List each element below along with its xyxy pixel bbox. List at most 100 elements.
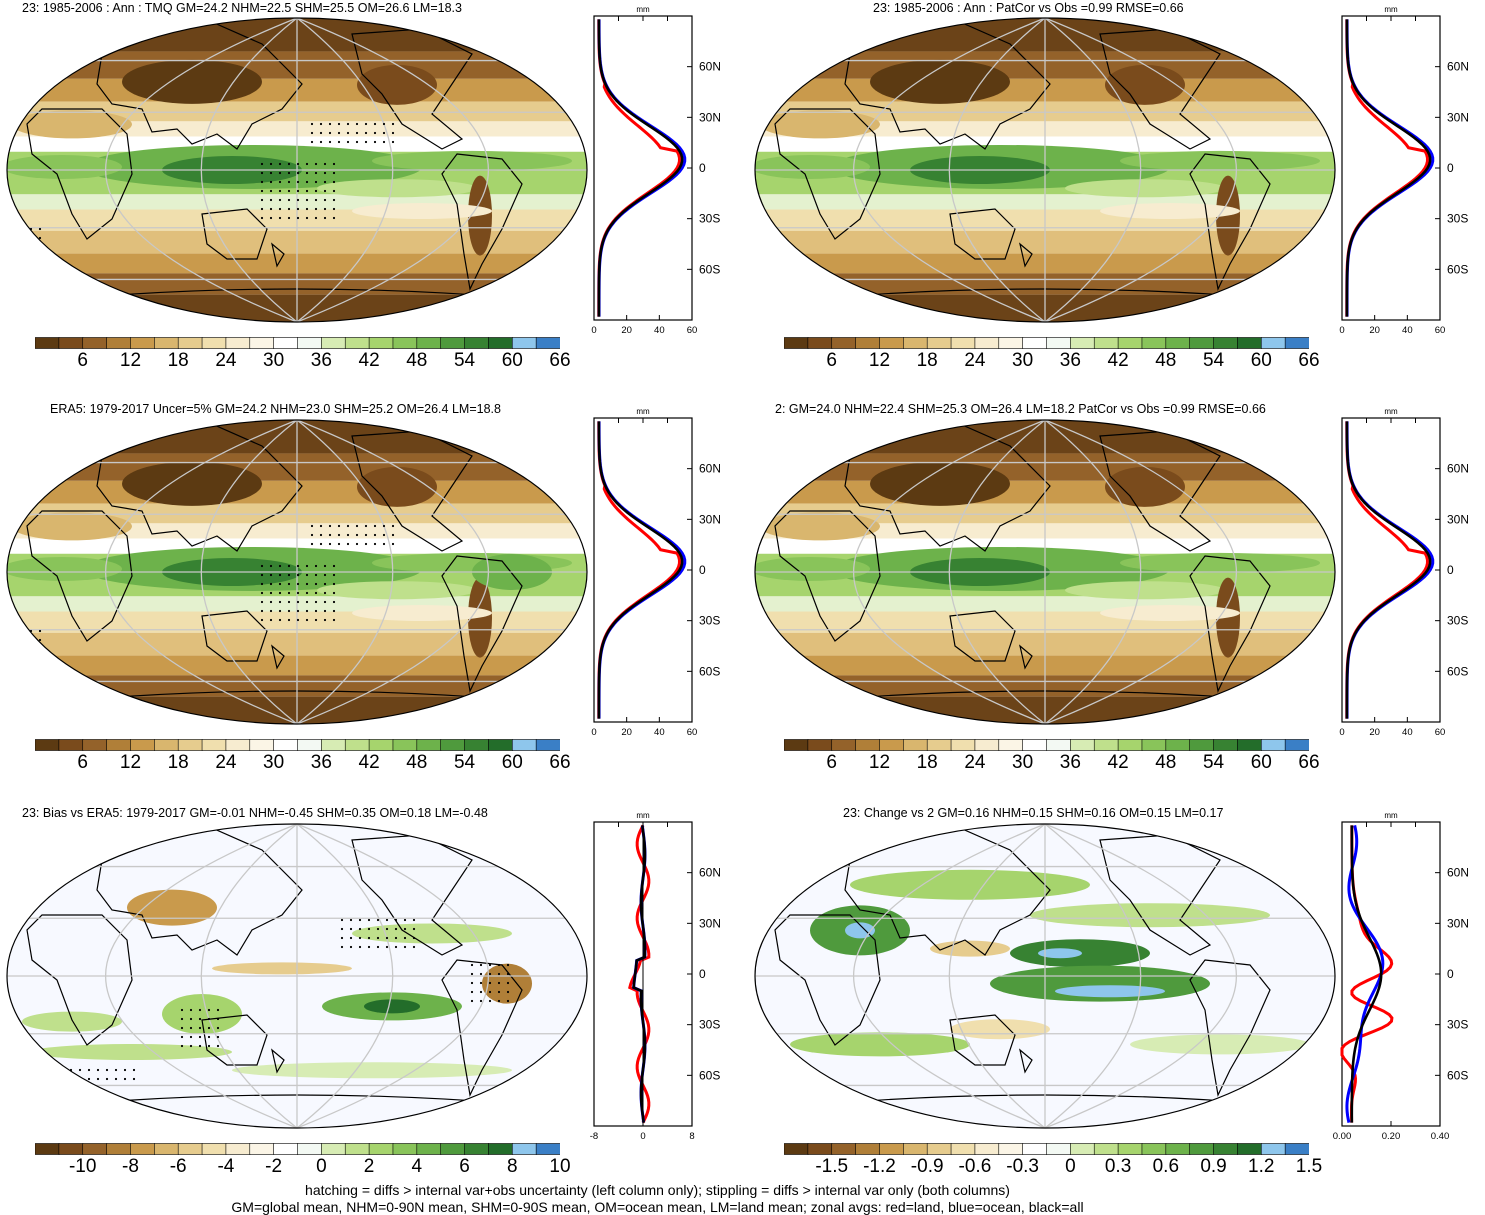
coastline <box>774 914 881 1046</box>
colorbar-tick-label: 1.2 <box>1248 1156 1275 1177</box>
profile-x-tick-label: 60 <box>1435 325 1446 336</box>
colorbar-swatch <box>154 739 179 751</box>
colorbar-swatch <box>1284 1143 1309 1155</box>
colorbar-swatch <box>1260 1143 1286 1155</box>
profile-x-tick-label: 60 <box>687 325 698 336</box>
colorbar-tick-label: 66 <box>1298 752 1320 773</box>
colorbar-swatch <box>1141 1143 1167 1155</box>
zonal-curve <box>597 19 684 317</box>
colorbar-swatch <box>177 1143 203 1155</box>
colorbar-swatch <box>535 337 560 349</box>
zonal-curve <box>1345 421 1432 719</box>
colorbar-swatch <box>273 1143 299 1155</box>
colorbar-swatch <box>488 1143 513 1155</box>
colorbar-tick-label: -0.6 <box>958 1156 992 1177</box>
colorbar-swatch <box>249 739 275 751</box>
colorbar-swatch <box>511 337 537 349</box>
coastline <box>774 510 881 642</box>
colorbar-swatch <box>440 739 466 751</box>
colorbar-tick-label: -8 <box>122 1156 139 1177</box>
map-panel-3 <box>6 419 588 725</box>
colorbar-swatch <box>855 739 881 751</box>
colorbar-swatch <box>35 739 60 751</box>
colorbar-tick-label: 54 <box>453 350 476 371</box>
colorbar-tick-label: -6 <box>169 1156 187 1177</box>
colorbar-swatch <box>273 337 299 349</box>
colorbar-tick-label: 30 <box>1012 350 1034 371</box>
panel-title-5: 23: Bias vs ERA5: 1979-2017 GM=-0.01 NHM… <box>22 806 488 820</box>
colorbar-swatch <box>1284 739 1309 751</box>
colorbar-swatch <box>511 1143 537 1155</box>
colorbar-swatch <box>1165 739 1191 751</box>
latitude-label: 0 <box>1447 563 1454 577</box>
colorbar-swatch <box>974 337 1000 349</box>
colorbar-swatch <box>879 337 904 349</box>
colorbar-swatch <box>784 739 809 751</box>
colorbar-swatch <box>416 337 442 349</box>
colorbar-swatch <box>1213 1143 1239 1155</box>
colorbar-swatch <box>807 739 833 751</box>
colorbar-swatch <box>321 1143 346 1155</box>
colorbar-swatch <box>1022 1143 1048 1155</box>
colorbar-swatch <box>1141 337 1167 349</box>
map-panel-2 <box>754 17 1336 323</box>
latitude-label: 30N <box>699 916 720 930</box>
profile-x-tick-label: 40 <box>1402 727 1413 738</box>
colorbar-tick-label: -0.9 <box>910 1156 944 1177</box>
colorbar-swatch <box>1284 337 1309 349</box>
latitude-label: 30S <box>699 614 720 628</box>
colorbar-tick-label: 6 <box>826 350 838 371</box>
colorbar-swatch <box>201 1143 227 1155</box>
coastline <box>1189 959 1271 1097</box>
colorbar-tick-label: 24 <box>964 350 986 371</box>
zonal-profile-2: mm 60N 30N 0 30S 60S 0 20 40 60 <box>1339 5 1468 336</box>
coastline <box>441 959 523 1097</box>
colorbar-swatch <box>130 1143 155 1155</box>
panel-title-3: ERA5: 1979-2017 Uncer=5% GM=24.2 NHM=23.… <box>50 402 501 416</box>
profile-x-tick-label: 40 <box>654 325 665 336</box>
profile-unit-label: mm <box>636 407 650 416</box>
colorbar-tick-label: 36 <box>1059 350 1081 371</box>
coastline <box>844 423 1051 552</box>
colorbar-tick-label: 60 <box>1250 350 1272 371</box>
zonal-curve <box>1345 19 1432 317</box>
colorbar-swatch <box>1237 337 1262 349</box>
colorbar-swatch <box>974 739 1000 751</box>
colorbar-tick-label: 12 <box>119 350 142 371</box>
colorbar-tick-label: 48 <box>406 350 428 371</box>
colorbar-swatch <box>1141 739 1167 751</box>
colorbar-swatch <box>392 739 418 751</box>
colorbar-tick-label: 24 <box>215 350 237 371</box>
coastline <box>1099 430 1221 552</box>
map-border <box>754 17 1336 323</box>
coastline <box>26 108 133 240</box>
colorbar-tick-label: 30 <box>263 350 285 371</box>
colorbar-swatch <box>784 1143 809 1155</box>
zonal-curve <box>628 824 651 1124</box>
colorbar-swatch <box>855 337 881 349</box>
colorbar-tick-label: 6 <box>77 752 89 773</box>
coastline <box>351 834 473 956</box>
colorbar-tick-label: 0.9 <box>1200 1156 1227 1177</box>
colorbar-tick-label: 2 <box>363 1156 375 1177</box>
colorbar-tick-label: 54 <box>453 752 476 773</box>
zonal-profile-1: mm 60N 30N 0 30S 60S 0 20 40 60 <box>591 5 720 336</box>
colorbar-swatch <box>511 739 537 751</box>
colorbar-swatch <box>1117 739 1143 751</box>
profile-x-tick-label: 0 <box>591 325 596 336</box>
colorbar-tick-label: 66 <box>1298 350 1320 371</box>
colorbar-swatch <box>950 739 976 751</box>
profile-unit-label: mm <box>1384 5 1398 14</box>
colorbar-swatch <box>1022 337 1048 349</box>
colorbar-swatch <box>831 739 857 751</box>
colorbar-swatch <box>831 337 857 349</box>
colorbar-tick-label: 36 <box>310 752 332 773</box>
profile-x-tick-label: 40 <box>1402 325 1413 336</box>
colorbar-swatch <box>998 1143 1024 1155</box>
zonal-curve <box>1345 421 1429 719</box>
latitude-label: 60S <box>1447 1068 1468 1082</box>
colorbar-tick-label: 48 <box>1155 350 1177 371</box>
coastline <box>1189 555 1271 693</box>
colorbar-5 <box>35 1143 560 1155</box>
colorbar-swatch <box>1213 337 1239 349</box>
